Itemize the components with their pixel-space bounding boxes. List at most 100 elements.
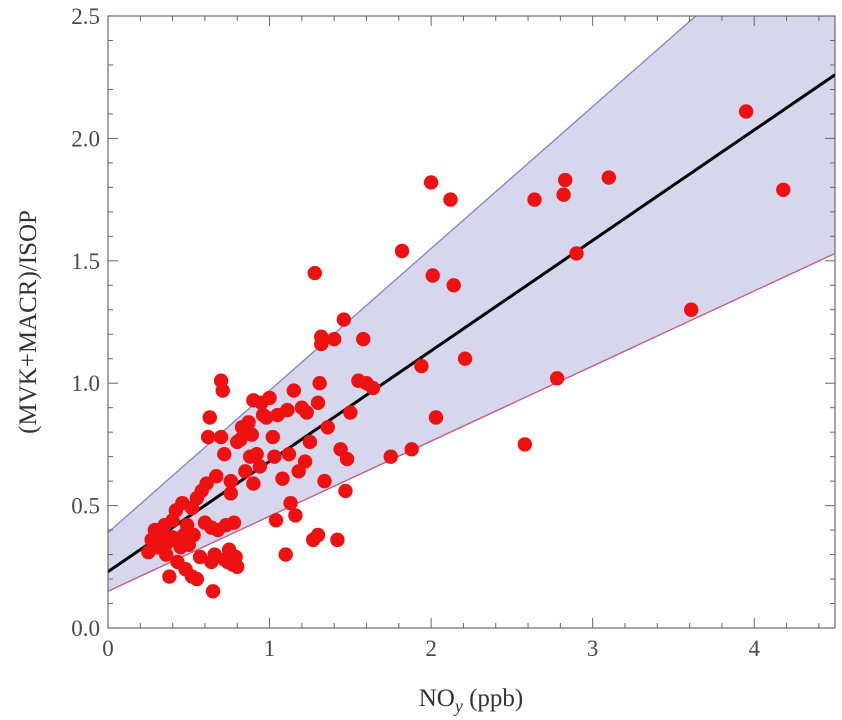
y-tick-label: 0.0 bbox=[71, 616, 100, 641]
data-point bbox=[549, 371, 565, 386]
data-point bbox=[457, 351, 473, 366]
data-point bbox=[241, 415, 256, 430]
data-point bbox=[223, 473, 238, 489]
y-axis-label: (MVK+MACR)/ISOP bbox=[15, 210, 42, 434]
data-point bbox=[404, 442, 419, 457]
band-upper-line bbox=[108, 16, 697, 534]
confidence-band bbox=[108, 16, 835, 592]
data-point bbox=[338, 483, 353, 499]
data-point bbox=[283, 495, 298, 511]
y-tick-label: 0.5 bbox=[71, 494, 100, 519]
data-point bbox=[330, 532, 345, 548]
y-tick-label: 2.0 bbox=[71, 126, 100, 151]
y-tick-label: 2.5 bbox=[71, 4, 100, 29]
x-tick-label: 1 bbox=[264, 636, 276, 661]
data-point bbox=[297, 454, 313, 469]
data-point bbox=[425, 268, 440, 283]
data-point bbox=[223, 486, 238, 501]
x-axis-label-main: NO bbox=[419, 685, 455, 712]
data-point bbox=[217, 446, 232, 462]
data-point bbox=[336, 312, 352, 327]
plot-border bbox=[107, 15, 836, 629]
data-point bbox=[262, 390, 277, 406]
data-point bbox=[205, 584, 221, 599]
data-point bbox=[280, 402, 295, 418]
data-point bbox=[423, 175, 439, 190]
data-point bbox=[343, 405, 358, 420]
fit-line bbox=[108, 73, 835, 573]
data-point bbox=[186, 527, 201, 543]
data-point bbox=[558, 172, 573, 188]
data-point bbox=[383, 449, 398, 464]
data-point bbox=[310, 395, 326, 410]
data-point bbox=[268, 513, 284, 528]
data-point bbox=[259, 410, 274, 425]
data-point bbox=[569, 246, 584, 261]
data-point bbox=[226, 515, 242, 530]
data-point bbox=[275, 471, 290, 486]
band-lower-line bbox=[108, 252, 835, 592]
data-point bbox=[428, 410, 444, 425]
data-point bbox=[278, 547, 293, 562]
data-point bbox=[320, 420, 335, 435]
data-point bbox=[317, 473, 332, 489]
data-point bbox=[776, 182, 791, 198]
data-point bbox=[443, 192, 458, 207]
data-point bbox=[162, 569, 177, 584]
x-tick-label: 2 bbox=[425, 636, 437, 661]
data-point bbox=[246, 476, 261, 491]
data-point bbox=[233, 432, 248, 447]
axis-ticks: 0 1 2 3 4 0.0 0.5 1.0 1.5 2.0 2.5 bbox=[71, 4, 835, 661]
data-point bbox=[684, 302, 699, 317]
data-point bbox=[299, 405, 314, 420]
data-point bbox=[200, 429, 216, 445]
data-point bbox=[267, 449, 282, 464]
data-point bbox=[165, 530, 180, 545]
data-point bbox=[394, 243, 410, 259]
data-point bbox=[356, 331, 371, 347]
data-point bbox=[192, 549, 208, 565]
data-point bbox=[288, 508, 303, 523]
data-point bbox=[238, 464, 253, 479]
data-point bbox=[307, 265, 322, 281]
data-point bbox=[314, 336, 329, 352]
data-point bbox=[252, 459, 268, 474]
data-point bbox=[209, 469, 224, 484]
data-point bbox=[302, 434, 318, 450]
data-point bbox=[446, 278, 461, 293]
data-point bbox=[189, 571, 205, 587]
y-tick-label: 1.0 bbox=[71, 371, 100, 396]
data-point bbox=[517, 437, 533, 452]
plot-frame bbox=[107, 15, 836, 629]
data-point bbox=[556, 187, 571, 202]
data-point bbox=[265, 429, 280, 445]
data-point bbox=[414, 358, 429, 374]
data-point bbox=[326, 331, 342, 347]
data-point bbox=[339, 451, 355, 467]
x-tick-label: 0 bbox=[102, 636, 114, 661]
data-point bbox=[213, 429, 229, 445]
x-tick-label: 3 bbox=[587, 636, 599, 661]
data-point bbox=[527, 192, 542, 207]
data-point bbox=[365, 380, 381, 396]
data-point bbox=[601, 170, 617, 185]
x-axis-label-subscript: y bbox=[453, 696, 463, 716]
x-tick-label: 4 bbox=[748, 636, 760, 661]
data-point bbox=[312, 376, 327, 391]
data-points bbox=[141, 104, 791, 599]
data-point bbox=[249, 446, 264, 462]
data-point bbox=[215, 383, 230, 398]
fit-line-layer bbox=[108, 73, 835, 573]
data-point bbox=[202, 410, 217, 425]
data-point bbox=[286, 383, 301, 398]
data-point bbox=[244, 427, 259, 442]
data-point bbox=[738, 104, 754, 119]
data-point bbox=[230, 559, 245, 574]
data-point bbox=[281, 446, 297, 462]
data-point bbox=[310, 527, 326, 543]
x-axis-label: NOy (ppb) bbox=[419, 685, 524, 716]
x-axis-label-unit: (ppb) bbox=[463, 685, 523, 712]
band-fill bbox=[108, 16, 835, 592]
data-point bbox=[158, 547, 174, 562]
